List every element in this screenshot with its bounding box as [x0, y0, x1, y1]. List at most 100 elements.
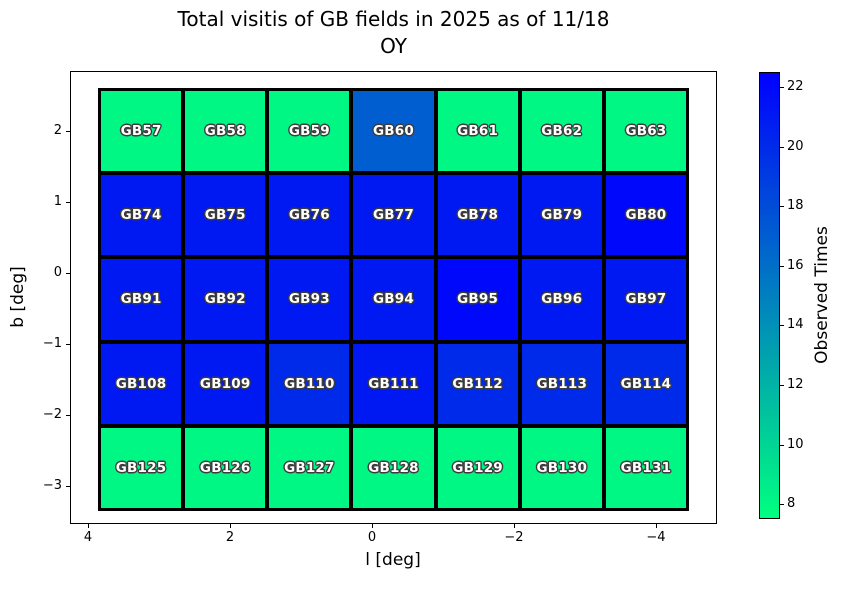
- x-axis-label: l [deg]: [365, 550, 421, 570]
- grid-cell-GB126: GB126: [183, 425, 268, 510]
- grid-cell-GB80: GB80: [603, 173, 688, 258]
- cell-label: GB63: [625, 123, 667, 140]
- grid-cell-GB95: GB95: [435, 257, 520, 342]
- y-tick-mark: [66, 272, 70, 274]
- grid-cell-GB111: GB111: [351, 341, 436, 426]
- cell-label: GB93: [288, 291, 330, 308]
- cell-label: GB58: [204, 123, 246, 140]
- heatmap-grid: GB57 GB58 GB59 GB60 GB61 GB62 GB63 GB74 GB75 GB76…: [98, 88, 689, 511]
- y-tick-mark: [66, 130, 70, 132]
- cell-label: GB57: [120, 123, 162, 140]
- cell-label: GB111: [368, 375, 419, 392]
- y-tick-label: 2: [53, 122, 62, 138]
- y-tick-mark: [66, 343, 70, 345]
- cell-label: GB110: [284, 375, 335, 392]
- grid-cell-GB109: GB109: [183, 341, 268, 426]
- grid-cell-GB77: GB77: [351, 173, 436, 258]
- grid-cell-GB60: GB60: [351, 89, 436, 174]
- grid-cell-GB127: GB127: [267, 425, 352, 510]
- y-tick-label: −1: [42, 335, 62, 351]
- cell-label: GB125: [115, 459, 167, 476]
- cell-label: GB109: [199, 375, 251, 392]
- cell-label: GB131: [620, 459, 672, 476]
- grid-cell-GB78: GB78: [435, 173, 520, 258]
- y-tick-label: −2: [42, 406, 62, 422]
- cell-label: GB62: [541, 123, 583, 140]
- colorbar-tick-mark: [780, 444, 784, 446]
- cell-label: GB80: [625, 207, 667, 224]
- cell-label: GB95: [457, 291, 499, 308]
- colorbar-tick-mark: [780, 504, 784, 506]
- cell-label: GB126: [199, 459, 251, 476]
- grid-cell-GB79: GB79: [519, 173, 604, 258]
- cell-label: GB112: [452, 375, 503, 392]
- colorbar-tick-mark: [780, 265, 784, 267]
- cell-label: GB75: [204, 207, 246, 224]
- chart-title-line2: OY: [380, 34, 407, 58]
- grid-cell-GB112: GB112: [435, 341, 520, 426]
- x-tick-mark: [656, 524, 657, 528]
- grid-cell-GB92: GB92: [183, 257, 268, 342]
- x-tick-label: 4: [83, 530, 93, 545]
- x-tick-label: 0: [367, 530, 377, 545]
- x-tick-mark: [88, 524, 89, 528]
- cell-label: GB113: [536, 375, 588, 392]
- colorbar-tick-mark: [780, 325, 784, 327]
- colorbar-tick-label: 22: [787, 78, 804, 94]
- colorbar-tick-label: 12: [787, 376, 804, 392]
- y-tick-mark: [66, 414, 70, 416]
- colorbar-tick-label: 14: [787, 317, 804, 333]
- grid-cell-GB63: GB63: [603, 89, 688, 174]
- grid-cell-GB96: GB96: [519, 257, 604, 342]
- x-tick-label: −2: [504, 530, 524, 545]
- grid-cell-GB128: GB128: [351, 425, 436, 510]
- grid-cell-GB76: GB76: [267, 173, 352, 258]
- y-tick-label: 1: [53, 193, 62, 209]
- cell-label: GB94: [373, 291, 414, 308]
- cell-label: GB127: [284, 459, 335, 476]
- colorbar-tick-label: 16: [787, 257, 804, 273]
- grid-cell-GB93: GB93: [267, 257, 352, 342]
- grid-cell-GB58: GB58: [183, 89, 268, 174]
- colorbar-tick-label: 20: [787, 138, 804, 154]
- cell-label: GB114: [620, 375, 672, 392]
- cell-label: GB108: [115, 375, 167, 392]
- grid-cell-GB130: GB130: [519, 425, 604, 510]
- grid-cell-GB62: GB62: [519, 89, 604, 174]
- grid-cell-GB75: GB75: [183, 173, 268, 258]
- grid-cell-GB74: GB74: [99, 173, 184, 258]
- colorbar-label: Observed Times: [812, 226, 832, 364]
- cell-label: GB79: [541, 207, 583, 224]
- cell-label: GB97: [625, 291, 667, 308]
- colorbar-tick-mark: [780, 384, 784, 386]
- cell-label: GB129: [452, 459, 503, 476]
- x-tick-label: −4: [646, 530, 666, 545]
- cell-label: GB91: [120, 291, 162, 308]
- colorbar-tick-label: 8: [787, 496, 796, 512]
- colorbar: [759, 72, 780, 519]
- grid-cell-GB114: GB114: [603, 341, 688, 426]
- y-tick-mark: [66, 485, 70, 487]
- grid-cell-GB61: GB61: [435, 89, 520, 174]
- x-tick-mark: [230, 524, 231, 528]
- grid-cell-GB94: GB94: [351, 257, 436, 342]
- colorbar-tick-mark: [780, 86, 784, 88]
- grid-cell-GB131: GB131: [603, 425, 688, 510]
- plot-area: GB57 GB58 GB59 GB60 GB61 GB62 GB63 GB74 GB75 GB76…: [70, 71, 717, 524]
- grid-cell-GB57: GB57: [99, 89, 184, 174]
- grid-cell-GB97: GB97: [603, 257, 688, 342]
- cell-label: GB78: [457, 207, 499, 224]
- cell-label: GB92: [204, 291, 246, 308]
- grid-cell-GB110: GB110: [267, 341, 352, 426]
- cell-label: GB76: [288, 207, 330, 224]
- colorbar-tick-label: 18: [787, 198, 804, 214]
- x-tick-mark: [514, 524, 515, 528]
- y-tick-label: 0: [53, 264, 62, 280]
- cell-label: GB60: [373, 123, 414, 140]
- colorbar-tick-label: 10: [787, 436, 804, 452]
- cell-label: GB61: [457, 123, 499, 140]
- grid-cell-GB113: GB113: [519, 341, 604, 426]
- grid-cell-GB129: GB129: [435, 425, 520, 510]
- grid-cell-GB91: GB91: [99, 257, 184, 342]
